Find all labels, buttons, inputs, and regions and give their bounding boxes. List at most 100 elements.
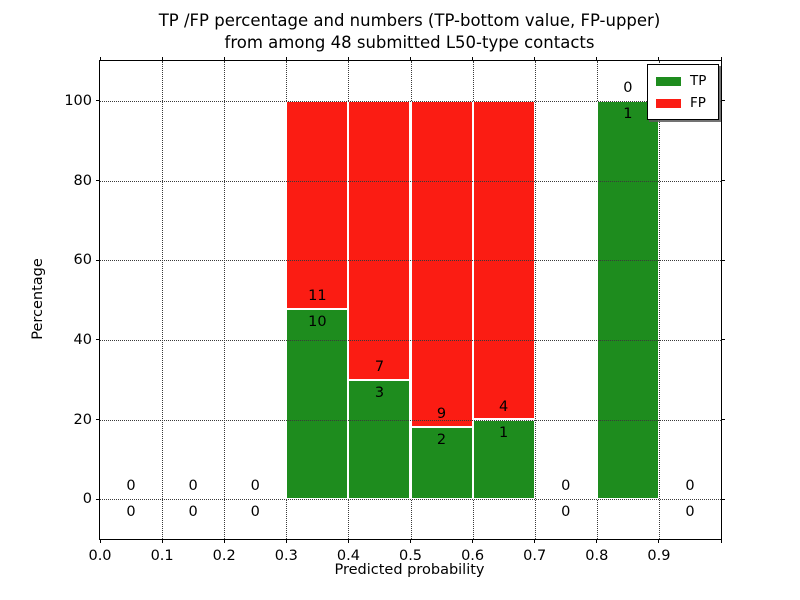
fp-bar-segment [348, 100, 411, 380]
y-gridline [100, 419, 721, 421]
x-tick-mark [596, 539, 598, 543]
x-gridline [658, 61, 660, 539]
tp-count-label: 10 [308, 314, 327, 331]
y-tick-label: 60 [73, 252, 92, 269]
y-tick-mark [96, 100, 100, 102]
y-tick-mark-right [721, 100, 725, 102]
y-tick-mark-right [721, 180, 725, 181]
y-tick-mark [96, 498, 100, 500]
y-tick-mark-right [721, 419, 725, 420]
fp-count-label: 0 [126, 478, 136, 495]
x-tick-label: 0.2 [212, 548, 236, 564]
plot-area: TP FP 0.0 0.1 0.2 0.3 0.4 0.5 0.6 0.7 0.8 0.9 0 20 4… [64, 57, 725, 564]
chart-title-line1: TP /FP percentage and numbers (TP-bottom… [158, 11, 661, 30]
x-tick-mark [410, 539, 411, 543]
tp-bar-segment [348, 379, 411, 500]
fp-legend-swatch [656, 98, 681, 108]
x-gridline [224, 61, 226, 539]
y-tick-label: 100 [64, 92, 92, 109]
x-tick-mark [347, 539, 349, 543]
y-gridline [100, 180, 721, 182]
legend-item-fp: FP [656, 94, 710, 112]
x-tick-label: 0.6 [461, 548, 485, 564]
tp-legend-swatch [656, 76, 681, 86]
y-tick-label: 0 [82, 491, 92, 508]
y-tick-label: 80 [73, 172, 92, 189]
fp-count-label: 9 [436, 405, 447, 422]
y-gridline [100, 339, 721, 341]
x-tick-mark [472, 539, 474, 543]
x-gridline [162, 61, 164, 539]
x-tick-mark [658, 539, 660, 543]
x-tick-label: 0.9 [647, 548, 671, 564]
fp-bar-segment [286, 100, 349, 310]
x-tick-label: 0.1 [150, 548, 174, 564]
tp-count-label: 3 [374, 384, 385, 401]
x-tick-label: 0.0 [88, 548, 112, 564]
x-tick-label: 0.3 [274, 548, 298, 564]
tp-bar-segment [596, 100, 659, 500]
fp-legend-label: FP [690, 95, 706, 111]
tp-count-label: 0 [250, 504, 260, 521]
tp-count-label: 2 [436, 431, 447, 448]
chart-title: TP /FP percentage and numbers (TP-bottom… [99, 10, 720, 54]
fp-count-label: 0 [561, 478, 571, 495]
tp-bar-segment [410, 426, 473, 500]
x-tick-mark [285, 539, 287, 543]
fp-bar-segment [410, 100, 473, 427]
x-tick-mark-top [285, 57, 287, 61]
y-tick-label: 20 [73, 411, 92, 428]
x-tick-mark-top [472, 57, 474, 61]
y-tick-mark [96, 339, 100, 341]
y-tick-mark [96, 180, 100, 181]
y-tick-mark-right [721, 498, 725, 500]
tp-legend-label: TP [690, 73, 707, 89]
y-gridline [100, 260, 721, 262]
tp-count-label: 0 [685, 504, 695, 521]
y-gridline [100, 100, 721, 102]
x-tick-mark-top [347, 57, 349, 61]
x-tick-mark-top [99, 57, 101, 61]
fp-count-label: 0 [250, 478, 260, 495]
chart-title-line2: from among 48 submitted L50-type contact… [224, 33, 595, 52]
tp-count-label: 0 [126, 504, 136, 521]
fp-count-label: 7 [374, 358, 385, 375]
tp-count-label: 1 [499, 424, 509, 441]
x-tick-mark [223, 539, 225, 543]
tp-count-label: 0 [561, 504, 571, 521]
y-tick-mark [96, 259, 100, 261]
y-gridline [100, 499, 721, 501]
x-tick-label: 0.8 [585, 548, 609, 564]
tp-count-label: 1 [623, 105, 633, 122]
x-tick-mark [534, 539, 536, 543]
x-tick-mark-top [223, 57, 225, 61]
fp-count-label: 0 [685, 478, 695, 495]
y-tick-mark [96, 419, 100, 420]
x-tick-label: 0.7 [523, 548, 547, 564]
x-tick-mark [720, 539, 722, 543]
x-axis-label: Predicted probability [334, 562, 485, 578]
x-tick-mark-top [596, 57, 598, 61]
x-gridline [534, 61, 536, 539]
y-tick-mark-right [721, 259, 725, 261]
x-tick-label: 0.5 [398, 548, 423, 564]
fp-count-label: 4 [499, 398, 509, 415]
x-tick-mark [161, 539, 163, 543]
legend: TP FP [647, 64, 719, 120]
x-tick-mark-top [658, 57, 660, 61]
y-tick-label: 40 [73, 331, 92, 348]
fp-count-label: 0 [623, 79, 633, 96]
x-tick-mark-top [161, 57, 163, 61]
x-tick-label: 0.4 [336, 548, 360, 564]
x-tick-mark-top [534, 57, 536, 61]
y-axis-label: Percentage [30, 258, 46, 340]
fp-count-label: 0 [188, 478, 198, 495]
x-tick-mark-top [720, 57, 722, 61]
x-tick-mark [99, 539, 101, 543]
legend-item-tp: TP [656, 72, 710, 90]
tp-bar-segment [286, 309, 349, 500]
x-tick-mark-top [410, 57, 411, 61]
y-tick-mark-right [721, 339, 725, 341]
tp-count-label: 0 [188, 504, 198, 521]
